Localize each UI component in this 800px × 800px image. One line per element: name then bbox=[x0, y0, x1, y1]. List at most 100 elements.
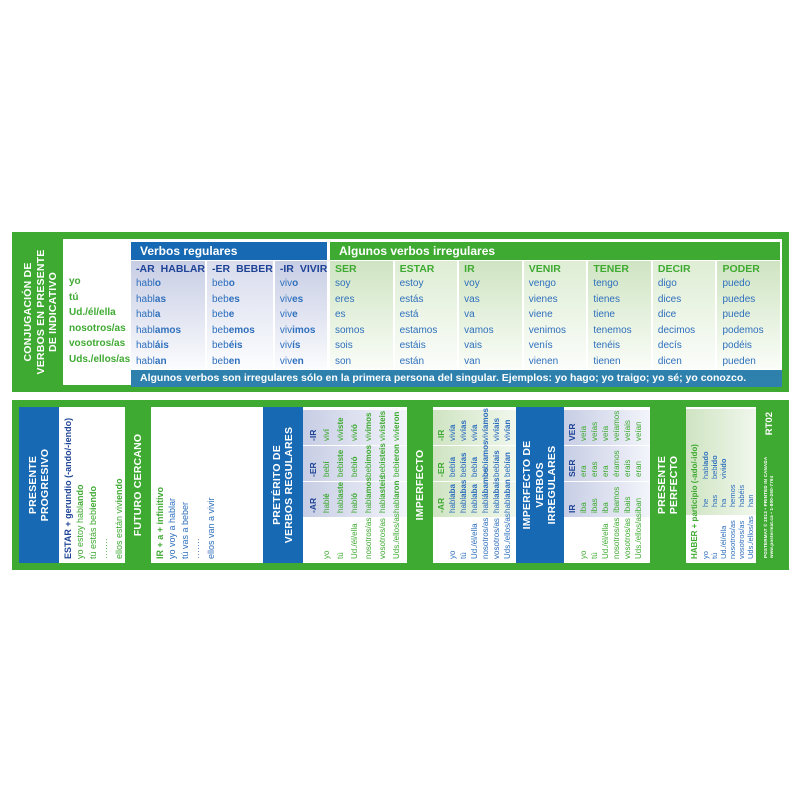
verb-form: podéis bbox=[722, 340, 752, 351]
section-title: PERFECTO bbox=[668, 455, 680, 515]
column-header-cell: -IR bbox=[308, 429, 318, 441]
example-line: ······· bbox=[101, 538, 111, 559]
irregular-verb-columns: SER soy eres es somos sois son ESTAR estoy estás e… bbox=[330, 261, 781, 369]
table-row: vosotros/as hablasteis bebisteis vivisteis bbox=[376, 407, 390, 559]
section-header: FUTURO CERCANO bbox=[125, 407, 151, 563]
verb-ending-label: -ER bbox=[212, 263, 231, 275]
verb-form: tenéis bbox=[593, 340, 620, 351]
verb-form: vengo bbox=[528, 278, 556, 289]
form-cell: veía bbox=[601, 425, 610, 441]
verb-form: habla bbox=[136, 309, 161, 320]
column-header-row: -AR -ER -IR bbox=[306, 407, 320, 559]
pronoun-cell: Ud./él/ella bbox=[470, 523, 479, 559]
pronoun-cell: vosotros/as bbox=[737, 520, 746, 559]
section-header: PRETÉRITO DE VERBOS REGULARES bbox=[263, 407, 303, 563]
verb-form: habláis bbox=[136, 340, 169, 351]
form-cell: hablasteis bbox=[378, 475, 387, 513]
form-cell: hablamos bbox=[364, 476, 373, 513]
verb-form: vives bbox=[279, 293, 304, 305]
pronoun-label: nosotros/as bbox=[69, 322, 126, 334]
form-cell: veíamos bbox=[612, 410, 621, 441]
verb-infinitive-label: HABLAR bbox=[160, 263, 205, 275]
verb-column: -IR VIVIR vivo vives vive vivimos vivís viven bbox=[274, 261, 328, 369]
publisher-line: www.postermat.ca • 1-800-260-7764 bbox=[769, 475, 774, 558]
form-cell: iban bbox=[634, 497, 643, 513]
verb-form: beben bbox=[212, 355, 241, 367]
table-row: tú ibas eras veías bbox=[589, 407, 600, 559]
form-cell: éramos bbox=[612, 450, 621, 477]
form-cell: hablábamos bbox=[481, 467, 490, 513]
pronoun-cell: Ud./él/ella bbox=[719, 525, 728, 559]
verb-form: bebo bbox=[212, 278, 235, 289]
conjugation-table-area: Verbos regulares Algunos verbos irregula… bbox=[131, 239, 782, 387]
section-title: IRREGULARES bbox=[546, 445, 559, 525]
section-title: IMPERFECTO DE bbox=[521, 440, 534, 530]
table-row: Uds./ellos/as han bbox=[746, 407, 755, 559]
form-cell: bebimos bbox=[364, 444, 373, 477]
form-cell: bebíamos bbox=[481, 440, 490, 477]
pronoun-cell: nosotros/as bbox=[728, 520, 737, 559]
table-row: nosotros/as íbamos éramos veíamos bbox=[611, 407, 622, 559]
pronoun-cell: nosotros/as bbox=[481, 517, 490, 559]
verb-form: pueden bbox=[722, 355, 756, 367]
back-panel: PRESENTE PROGRESIVO ESTAR + gerundio (-and… bbox=[12, 400, 789, 570]
verb-column-header: IR bbox=[464, 263, 475, 275]
form-cell: eran bbox=[634, 460, 643, 477]
footer-bar: POSTERMAT © 2013 • PRINTED IN CANADA www.… bbox=[756, 407, 782, 563]
pronoun-label: Ud./él/ella bbox=[69, 307, 116, 318]
formula-line: IR + a + infinitivo bbox=[155, 486, 165, 559]
form-cell: íbamos bbox=[612, 486, 621, 513]
verb-form: eres bbox=[335, 293, 355, 305]
section-title: VERBOS REGULARES bbox=[283, 426, 295, 544]
form-cell: habéis bbox=[737, 484, 746, 507]
form-cell: erais bbox=[623, 459, 632, 477]
form-cell: vivía bbox=[470, 424, 479, 441]
regular-verbs-bar: Verbos regulares bbox=[131, 242, 327, 260]
pronoun-cell: tú bbox=[590, 552, 599, 559]
form-cell: veíais bbox=[623, 420, 632, 441]
conjugation-table: IR SER VER yo iba era veía tú ibas eras veías Ud./é… bbox=[567, 407, 644, 559]
verb-form: soy bbox=[335, 278, 351, 289]
verb-column-header: VENIR bbox=[528, 263, 561, 275]
form-cell: hemos bbox=[728, 484, 737, 507]
form-cell: vivido bbox=[719, 458, 728, 479]
conjugation-table: -AR -ER -IR yo hablé bebí viví tú hablaste bebist… bbox=[306, 407, 404, 559]
pronoun-cell: vosotros/as bbox=[492, 518, 501, 559]
section-content: -AR -ER -IR yo hablaba bebía vivía tú hablabas be… bbox=[433, 407, 516, 563]
table-row: yo iba era veía bbox=[578, 407, 589, 559]
front-title-line: VERBOS EN PRESENTE bbox=[34, 249, 47, 375]
pronoun-cell: vosotros/as bbox=[378, 518, 387, 559]
pronoun-cell: Uds./ellos/as bbox=[392, 513, 401, 559]
verb-form: puedo bbox=[722, 278, 751, 289]
verb-ending-label: -AR bbox=[136, 263, 155, 275]
empty-cell bbox=[567, 513, 578, 559]
pronoun-cell: Ud./él/ella bbox=[350, 523, 359, 559]
section-content: IR SER VER yo iba era veía tú ibas eras veías Ud./é… bbox=[564, 407, 650, 563]
form-cell: bebías bbox=[459, 452, 468, 477]
verb-form: estás bbox=[399, 293, 424, 305]
form-cell: eras bbox=[590, 461, 599, 477]
verb-column: -AR HABLAR hablo hablas habla hablamos habláis… bbox=[131, 261, 205, 369]
form-cell: bebían bbox=[503, 452, 512, 477]
front-title-line: CONJUGACIÓN DE bbox=[22, 262, 35, 362]
verb-form: digo bbox=[657, 278, 677, 289]
verb-form: vas bbox=[464, 293, 480, 305]
pronoun-cell: Uds./ellos/as bbox=[746, 516, 755, 559]
table-row: vosotros/as habéis bbox=[737, 407, 746, 559]
form-cell: viví bbox=[322, 428, 331, 441]
table-row: Uds./ellos/as hablaron bebieron vivieron bbox=[390, 407, 404, 559]
column-header-cell: -IR bbox=[436, 429, 446, 441]
verb-column-header: ESTAR bbox=[399, 263, 435, 275]
form-cell: ha bbox=[719, 498, 728, 507]
verb-form: puedes bbox=[722, 293, 756, 305]
publisher-info: POSTERMAT © 2013 • PRINTED IN CANADA www.… bbox=[763, 457, 775, 558]
pronoun-cell: nosotros/as bbox=[612, 517, 621, 559]
verb-ending-label: -IR bbox=[279, 263, 294, 275]
column-header-cell: VER bbox=[567, 423, 577, 441]
pronoun-cell: nosotros/as bbox=[364, 517, 373, 559]
verb-form: hablan bbox=[136, 355, 167, 367]
table-row: Ud./él/ella habló bebió vivió bbox=[348, 407, 362, 559]
product-code: RT02 bbox=[763, 412, 775, 436]
verb-column-header: PODER bbox=[722, 263, 760, 275]
section-header: PRESENTE PROGRESIVO bbox=[19, 407, 59, 563]
